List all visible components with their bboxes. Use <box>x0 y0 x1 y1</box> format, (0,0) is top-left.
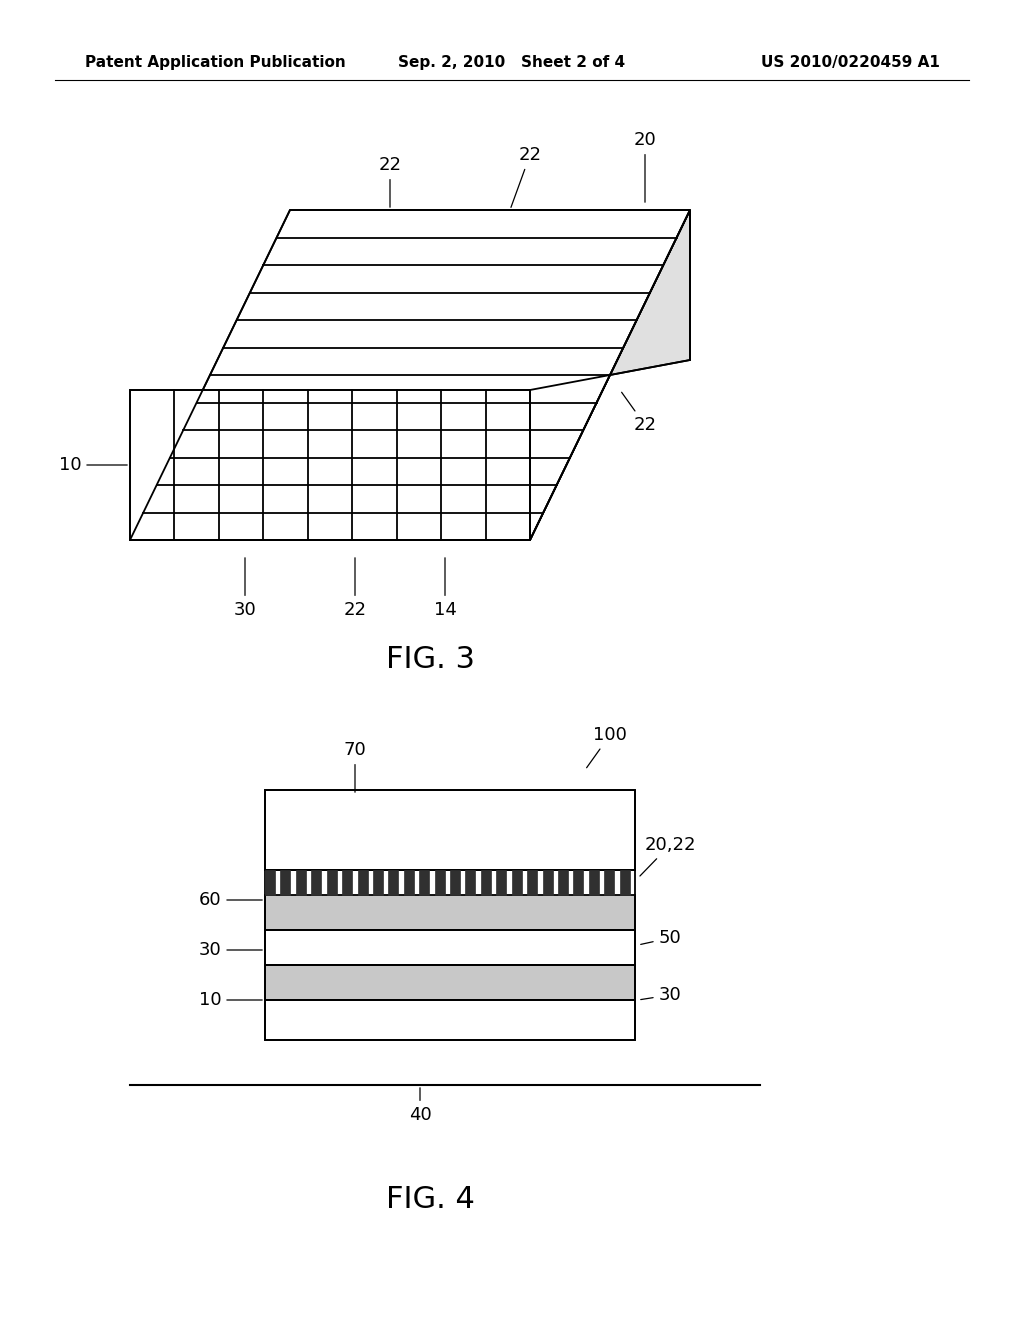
Bar <box>265 870 275 895</box>
Bar <box>589 870 599 895</box>
Text: 20,22: 20,22 <box>640 836 695 876</box>
Text: 40: 40 <box>409 1088 431 1125</box>
Bar <box>620 870 630 895</box>
Polygon shape <box>530 210 690 540</box>
Text: FIG. 3: FIG. 3 <box>386 645 474 675</box>
Bar <box>327 870 337 895</box>
Text: 60: 60 <box>199 891 262 909</box>
Bar <box>434 870 444 895</box>
Bar <box>281 870 291 895</box>
Text: 22: 22 <box>622 392 656 434</box>
Text: 100: 100 <box>587 726 627 768</box>
Text: 22: 22 <box>343 558 367 619</box>
Polygon shape <box>130 210 690 540</box>
Text: 22: 22 <box>511 147 542 207</box>
Bar <box>265 965 635 1001</box>
Bar <box>265 931 635 965</box>
Bar <box>265 1001 635 1040</box>
Bar <box>573 870 584 895</box>
Text: FIG. 4: FIG. 4 <box>386 1185 474 1214</box>
Bar <box>527 870 538 895</box>
Text: 20: 20 <box>634 131 656 202</box>
Bar <box>558 870 568 895</box>
Bar <box>466 870 475 895</box>
Text: 22: 22 <box>379 156 401 207</box>
Bar <box>604 870 614 895</box>
Bar <box>311 870 322 895</box>
Bar <box>512 870 521 895</box>
Text: 30: 30 <box>199 941 262 960</box>
Text: Patent Application Publication: Patent Application Publication <box>85 54 346 70</box>
Bar <box>388 870 398 895</box>
Bar <box>296 870 306 895</box>
Bar <box>543 870 553 895</box>
Text: 70: 70 <box>344 741 367 792</box>
Bar <box>265 789 635 870</box>
Bar <box>403 870 414 895</box>
Bar <box>357 870 368 895</box>
Text: 30: 30 <box>233 558 256 619</box>
Text: 10: 10 <box>199 991 262 1008</box>
Bar <box>497 870 506 895</box>
Bar <box>481 870 490 895</box>
Text: 14: 14 <box>433 558 457 619</box>
Text: US 2010/0220459 A1: US 2010/0220459 A1 <box>761 54 940 70</box>
Bar <box>373 870 383 895</box>
Text: 30: 30 <box>641 986 681 1005</box>
Bar <box>265 789 635 1040</box>
Text: 50: 50 <box>641 929 681 946</box>
Bar <box>342 870 352 895</box>
Bar <box>265 895 635 931</box>
Text: 10: 10 <box>58 455 127 474</box>
Bar <box>450 870 460 895</box>
Text: Sep. 2, 2010   Sheet 2 of 4: Sep. 2, 2010 Sheet 2 of 4 <box>398 54 626 70</box>
Bar <box>419 870 429 895</box>
Polygon shape <box>130 389 530 540</box>
